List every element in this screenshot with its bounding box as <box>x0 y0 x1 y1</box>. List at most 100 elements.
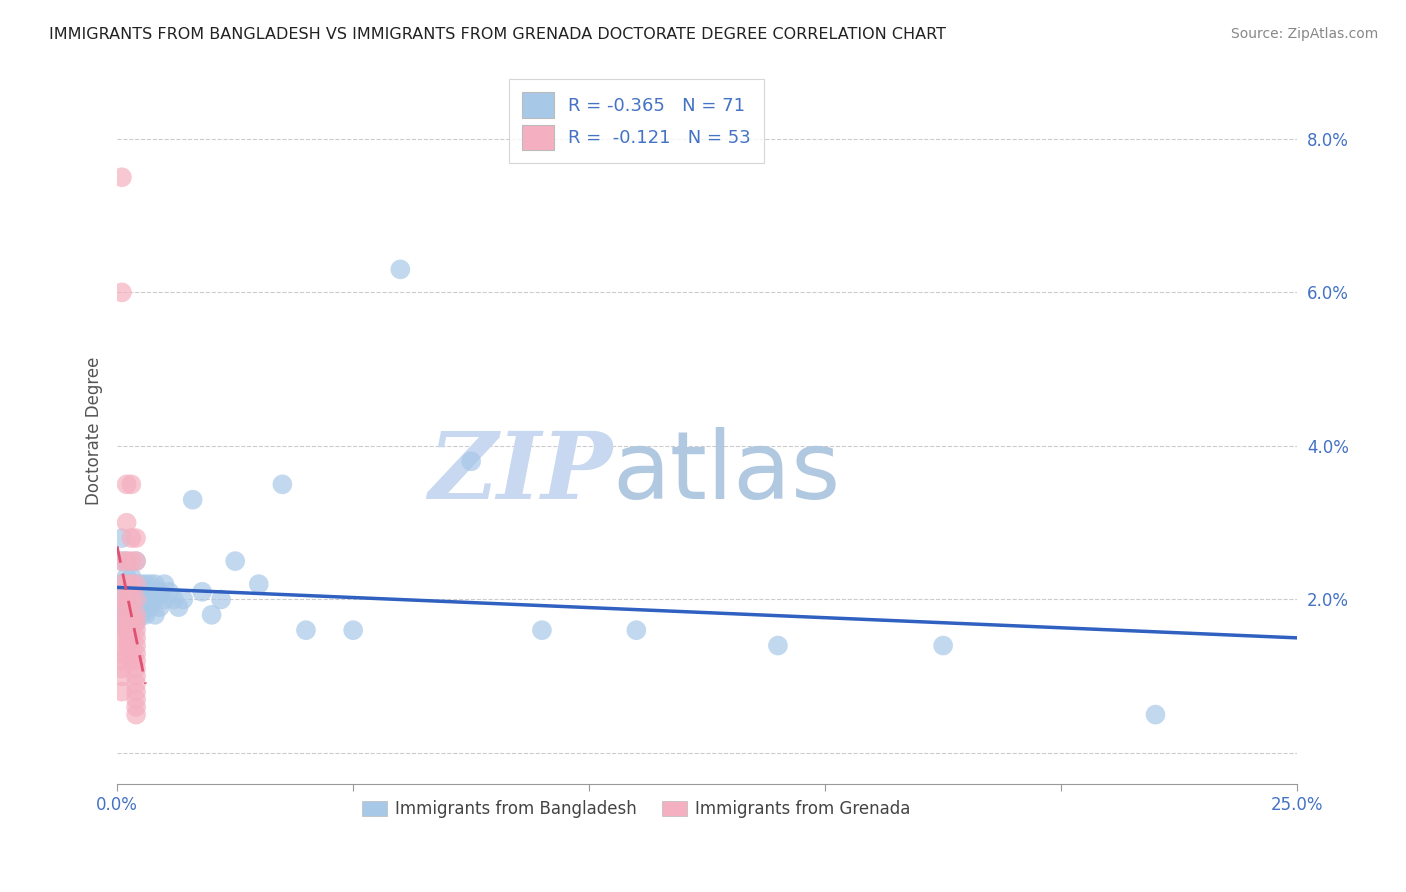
Text: atlas: atlas <box>613 427 841 519</box>
Point <box>766 639 789 653</box>
Point <box>115 577 138 591</box>
Point <box>111 615 134 630</box>
Point <box>115 646 138 660</box>
Point <box>115 623 138 637</box>
Point <box>163 592 186 607</box>
Point <box>125 577 148 591</box>
Point <box>149 584 172 599</box>
Point <box>125 577 148 591</box>
Point <box>125 531 148 545</box>
Point <box>129 592 152 607</box>
Point <box>134 577 156 591</box>
Point <box>139 600 162 615</box>
Point <box>120 592 142 607</box>
Point <box>111 684 134 698</box>
Point <box>153 577 176 591</box>
Point <box>115 477 138 491</box>
Point <box>460 454 482 468</box>
Point <box>271 477 294 491</box>
Point <box>111 554 134 568</box>
Y-axis label: Doctorate Degree: Doctorate Degree <box>86 357 103 505</box>
Point <box>120 607 142 622</box>
Point <box>129 584 152 599</box>
Point <box>111 600 134 615</box>
Point <box>181 492 204 507</box>
Point <box>143 592 166 607</box>
Point <box>134 592 156 607</box>
Point <box>200 607 222 622</box>
Point <box>111 615 134 630</box>
Point <box>209 592 232 607</box>
Point <box>125 600 148 615</box>
Point <box>120 646 142 660</box>
Point <box>932 639 955 653</box>
Point <box>111 662 134 676</box>
Point <box>125 615 148 630</box>
Point <box>295 623 318 637</box>
Point <box>143 607 166 622</box>
Point <box>120 615 142 630</box>
Point <box>125 554 148 568</box>
Point <box>111 577 134 591</box>
Point <box>120 592 142 607</box>
Point <box>139 577 162 591</box>
Point <box>191 584 214 599</box>
Point <box>129 607 152 622</box>
Point <box>530 623 553 637</box>
Point <box>626 623 648 637</box>
Point <box>115 607 138 622</box>
Point <box>125 623 148 637</box>
Point <box>115 615 138 630</box>
Point <box>125 584 148 599</box>
Point <box>125 707 148 722</box>
Point <box>125 592 148 607</box>
Text: ZIP: ZIP <box>429 428 613 518</box>
Point <box>115 607 138 622</box>
Point <box>172 592 194 607</box>
Point <box>115 592 138 607</box>
Point <box>115 569 138 583</box>
Point <box>115 639 138 653</box>
Point <box>125 684 148 698</box>
Point <box>120 554 142 568</box>
Point <box>111 577 134 591</box>
Legend: Immigrants from Bangladesh, Immigrants from Grenada: Immigrants from Bangladesh, Immigrants f… <box>356 794 917 825</box>
Point <box>111 584 134 599</box>
Point <box>115 592 138 607</box>
Point <box>120 631 142 645</box>
Point <box>125 700 148 714</box>
Point <box>120 584 142 599</box>
Point <box>111 600 134 615</box>
Point <box>111 531 134 545</box>
Point <box>129 600 152 615</box>
Point <box>125 692 148 706</box>
Point <box>129 577 152 591</box>
Point <box>134 584 156 599</box>
Point <box>125 607 148 622</box>
Point <box>125 615 148 630</box>
Point <box>149 600 172 615</box>
Point <box>111 607 134 622</box>
Point <box>389 262 412 277</box>
Point <box>120 531 142 545</box>
Point <box>125 654 148 668</box>
Point <box>125 669 148 683</box>
Point <box>247 577 270 591</box>
Point <box>120 592 142 607</box>
Point <box>115 600 138 615</box>
Point <box>143 577 166 591</box>
Point <box>125 554 148 568</box>
Point <box>342 623 364 637</box>
Point <box>115 623 138 637</box>
Point <box>125 607 148 622</box>
Point <box>111 592 134 607</box>
Point <box>224 554 246 568</box>
Point <box>115 554 138 568</box>
Text: Source: ZipAtlas.com: Source: ZipAtlas.com <box>1230 27 1378 41</box>
Point <box>125 646 148 660</box>
Point <box>157 584 180 599</box>
Point <box>120 607 142 622</box>
Point <box>111 577 134 591</box>
Point <box>111 170 134 185</box>
Point <box>111 654 134 668</box>
